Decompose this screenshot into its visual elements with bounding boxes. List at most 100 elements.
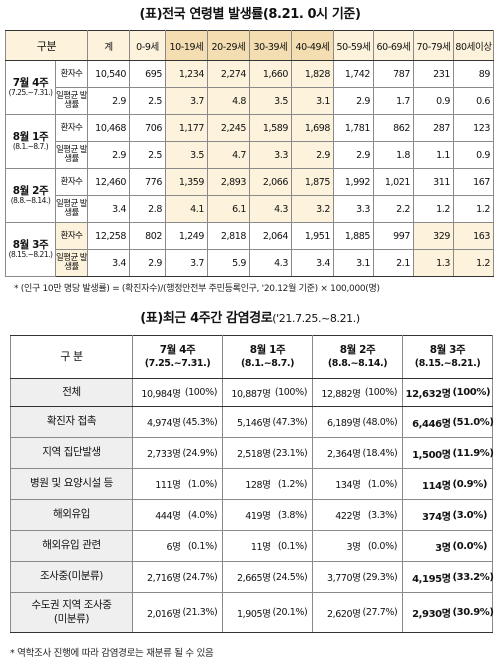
data-cell: 2.9 xyxy=(87,141,131,169)
data-cell: 329 xyxy=(413,222,455,250)
data-cell: 1.2 xyxy=(453,249,495,277)
count-cell: 3명 xyxy=(312,530,363,562)
count-cell: 6,189명 xyxy=(312,406,363,438)
data-cell: 1.1 xyxy=(413,141,455,169)
count-cell: 444명 xyxy=(132,499,183,531)
header-cell: 7월 4주 (7.25.~7.31.) xyxy=(131,335,224,379)
data-cell: 1,021 xyxy=(373,168,415,196)
header-cell: 30-39세 xyxy=(249,30,293,61)
data-cell: 1,177 xyxy=(165,114,209,142)
percent-cell: (3.3%) xyxy=(362,499,404,531)
table-row: 일평균 발생률 3.4 2.9 3.7 5.9 4.3 3.4 3.1 2.1 … xyxy=(6,249,495,277)
percent-cell: (3.0%) xyxy=(452,499,494,531)
count-cell: 2,665명 xyxy=(222,561,273,593)
data-cell: 12,460 xyxy=(87,168,131,196)
table-header-row: 구분 계 0-9세 10-19세 20-29세 30-39세 40-49세 50… xyxy=(4,30,495,61)
week-label: 7월 4주 (7.25.~7.31.) xyxy=(5,60,56,115)
data-cell: 89 xyxy=(453,60,495,88)
kind-label: 환자수 xyxy=(54,114,89,142)
count-cell: 2,364명 xyxy=(312,437,363,469)
count-cell: 3,770명 xyxy=(312,561,363,593)
table-row: 병원 및 요양시설 등 111명 (1.0%) 128명 (1.2%) 134명 (1.0%… xyxy=(10,468,494,500)
percent-cell: (1.0%) xyxy=(362,468,404,500)
data-cell: 1,234 xyxy=(165,60,209,88)
percent-cell: (48.0%) xyxy=(362,406,404,438)
data-cell: 1.2 xyxy=(453,195,495,223)
percent-cell: (1.2%) xyxy=(272,468,314,500)
header-cell: 구분 xyxy=(4,30,89,61)
data-cell: 10,468 xyxy=(87,114,131,142)
age-incidence-table: 구분 계 0-9세 10-19세 20-29세 30-39세 40-49세 50… xyxy=(4,30,495,277)
count-cell: 4,195명 xyxy=(402,561,453,593)
route-category-label: 해외유입 관련 xyxy=(10,530,133,562)
percent-cell: (21.3%) xyxy=(182,592,224,633)
data-cell: 4.1 xyxy=(165,195,209,223)
data-cell: 4.3 xyxy=(249,195,293,223)
count-cell: 114명 xyxy=(402,468,453,500)
data-cell: 2.5 xyxy=(129,87,167,115)
kind-label: 환자수 xyxy=(54,168,89,196)
percent-cell: (23.1%) xyxy=(272,437,314,469)
data-cell: 3.5 xyxy=(249,87,293,115)
table-header-row: 구 분 7월 4주 (7.25.~7.31.) 8월 1주 (8.1.~8.7.) … xyxy=(10,335,494,379)
data-cell: 2.9 xyxy=(333,87,375,115)
count-cell: 2,930명 xyxy=(402,592,453,633)
data-cell: 3.4 xyxy=(87,195,131,223)
data-cell: 776 xyxy=(129,168,167,196)
count-cell: 2,016명 xyxy=(132,592,183,633)
percent-cell: (45.3%) xyxy=(182,406,224,438)
data-cell: 12,258 xyxy=(87,222,131,250)
data-cell: 1,781 xyxy=(333,114,375,142)
infection-route-title-range: ('21.7.25.~8.21.) xyxy=(272,312,360,325)
data-cell: 1.2 xyxy=(413,195,455,223)
percent-cell: (27.7%) xyxy=(362,592,404,633)
data-cell: 1.3 xyxy=(413,249,455,277)
route-category-label: 확진자 접촉 xyxy=(10,406,133,438)
data-cell: 167 xyxy=(453,168,495,196)
route-category-label: 조사중(미분류) xyxy=(10,561,133,593)
data-cell: 6.1 xyxy=(207,195,251,223)
count-cell: 2,620명 xyxy=(312,592,363,633)
header-cell: 0-9세 xyxy=(129,30,167,61)
header-cell: 50-59세 xyxy=(333,30,375,61)
route-category-label: 병원 및 요양시설 등 xyxy=(10,468,133,500)
data-cell: 4.8 xyxy=(207,87,251,115)
data-cell: 1,992 xyxy=(333,168,375,196)
data-cell: 3.1 xyxy=(291,87,335,115)
table-row: 일평균 발생률 2.9 2.5 3.7 4.8 3.5 3.1 2.9 1.7 … xyxy=(6,87,495,115)
data-cell: 1,951 xyxy=(291,222,335,250)
data-cell: 3.3 xyxy=(333,195,375,223)
header-cell: 70-79세 xyxy=(413,30,455,61)
table-row: 일평균 발생률 2.9 2.5 3.5 4.7 3.3 2.9 2.9 1.8 … xyxy=(6,141,495,169)
table-row: 해외유입 444명 (4.0%) 419명 (3.8%) 422명 (3.3%) 374명 (3… xyxy=(10,499,494,531)
data-cell: 695 xyxy=(129,60,167,88)
table-row: 수도권 지역 조사중(미분류) 2,016명 (21.3%) 1,905명 (20.1%… xyxy=(10,592,494,633)
data-cell: 2.9 xyxy=(87,87,131,115)
infection-route-table: 구 분 7월 4주 (7.25.~7.31.) 8월 1주 (8.1.~8.7.) … xyxy=(10,335,494,633)
count-cell: 2,733명 xyxy=(132,437,183,469)
data-cell: 2.8 xyxy=(129,195,167,223)
data-cell: 3.3 xyxy=(249,141,293,169)
percent-cell: (20.1%) xyxy=(272,592,314,633)
header-cell: 8월 1주 (8.1.~8.7.) xyxy=(222,335,314,379)
data-cell: 862 xyxy=(373,114,415,142)
data-cell: 2,818 xyxy=(207,222,251,250)
count-cell: 134명 xyxy=(312,468,363,500)
data-cell: 3.4 xyxy=(87,249,131,277)
data-cell: 3.1 xyxy=(333,249,375,277)
count-cell: 422명 xyxy=(312,499,363,531)
data-cell: 2.9 xyxy=(129,249,167,277)
header-cell: 20-29세 xyxy=(207,30,251,61)
data-cell: 2.5 xyxy=(129,141,167,169)
data-cell: 1,660 xyxy=(249,60,293,88)
data-cell: 2,274 xyxy=(207,60,251,88)
data-cell: 3.4 xyxy=(291,249,335,277)
week-label: 8월 2주 (8.8.~8.14.) xyxy=(5,168,56,223)
percent-cell: (0.9%) xyxy=(452,468,494,500)
data-cell: 3.5 xyxy=(165,141,209,169)
data-cell: 3.7 xyxy=(165,87,209,115)
percent-cell: (3.8%) xyxy=(272,499,314,531)
count-cell: 10,984명 xyxy=(132,378,183,407)
table-row: 일평균 발생률 3.4 2.8 4.1 6.1 4.3 3.2 3.3 2.2 … xyxy=(6,195,495,223)
table-row: 조사중(미분류) 2,716명 (24.7%) 2,665명 (24.5%) 3,770명… xyxy=(10,561,494,593)
